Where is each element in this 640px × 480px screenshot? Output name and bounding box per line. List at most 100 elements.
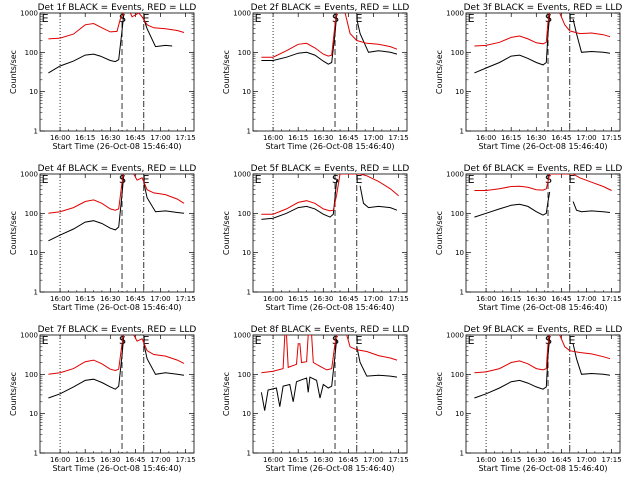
x-tick-label: 16:30	[100, 134, 120, 142]
x-tick-label: 16:00	[50, 295, 70, 303]
y-tick-label: 100	[25, 49, 38, 57]
y-tick-label: 1000	[233, 10, 251, 18]
detector-panel-6: Det 6f BLACK = Events, RED = LLD 1 10 100 10…	[435, 164, 622, 312]
marker-label: E	[568, 334, 575, 347]
x-tick-label: 17:15	[176, 295, 196, 303]
panel-title: Det 6f BLACK = Events, RED = LLD	[464, 164, 623, 174]
x-tick-label: 16:00	[263, 134, 283, 142]
panel-title: Det 5f BLACK = Events, RED = LLD	[251, 164, 410, 174]
detector-panel-4: Det 4f BLACK = Events, RED = LLD 1 10 100 10…	[9, 164, 196, 312]
x-tick-label: 17:15	[176, 456, 196, 464]
x-tick-label: 16:00	[50, 456, 70, 464]
panel-title: Det 2f BLACK = Events, RED = LLD	[251, 3, 410, 13]
series-group	[48, 174, 185, 242]
x-tick-label: 16:45	[551, 295, 571, 303]
y-axis-label: Counts/sec	[9, 211, 18, 255]
x-tick-label: 16:15	[75, 134, 95, 142]
lld-series-line	[474, 335, 551, 374]
panel-title: Det 7f BLACK = Events, RED = LLD	[38, 325, 197, 335]
y-tick-label: 1000	[446, 171, 464, 179]
x-tick-label: 16:30	[313, 456, 333, 464]
x-tick-label: 17:00	[363, 456, 383, 464]
x-tick-label: 16:00	[476, 295, 496, 303]
detector-panel-1: Det 1f BLACK = Events, RED = LLD 1 10 100 10…	[9, 3, 196, 151]
x-tick-label: 16:30	[313, 295, 333, 303]
lld-series-line	[48, 335, 125, 375]
x-tick-label: 16:30	[100, 295, 120, 303]
x-tick-label: 16:00	[50, 134, 70, 142]
y-tick-label: 10	[242, 249, 251, 257]
detector-panel-7: Det 7f BLACK = Events, RED = LLD 1 10 100 10…	[9, 325, 196, 473]
events-series-line	[143, 182, 185, 214]
panel-title: Det 1f BLACK = Events, RED = LLD	[38, 3, 197, 13]
plot-frame	[252, 334, 408, 454]
detector-panel-3: Det 3f BLACK = Events, RED = LLD 1 10 100 10…	[435, 3, 622, 151]
series-group	[261, 13, 398, 65]
series-group	[48, 335, 185, 399]
lld-series-line	[48, 174, 125, 214]
x-tick-label: 17:15	[389, 456, 409, 464]
x-tick-label: 16:00	[476, 456, 496, 464]
y-axis-label: Counts/sec	[435, 50, 444, 94]
x-tick-label: 16:15	[288, 134, 308, 142]
y-tick-label: 100	[238, 210, 251, 218]
y-tick-label: 10	[455, 249, 464, 257]
events-series-line	[48, 336, 125, 399]
x-tick-label: 17:00	[150, 295, 170, 303]
lld-series-line	[346, 335, 398, 361]
x-tick-label: 17:00	[576, 134, 596, 142]
lld-series-line	[133, 174, 185, 204]
events-series-line	[356, 346, 398, 378]
x-tick-label: 16:30	[526, 134, 546, 142]
events-series-line	[474, 14, 551, 74]
marker-label: S	[119, 12, 126, 25]
detector-panel-9: Det 9f BLACK = Events, RED = LLD 1 10 100 10…	[435, 325, 622, 473]
marker-label: E	[355, 173, 362, 186]
x-tick-label: 17:15	[602, 134, 622, 142]
panel-title: Det 4f BLACK = Events, RED = LLD	[38, 164, 197, 174]
y-tick-label: 10	[455, 410, 464, 418]
y-tick-label: 1	[460, 289, 464, 297]
y-tick-label: 100	[238, 49, 251, 57]
events-series-line	[474, 336, 551, 399]
lld-series-line	[129, 13, 185, 33]
marker-label: E	[142, 334, 149, 347]
y-tick-label: 10	[29, 249, 38, 257]
y-tick-label: 1	[34, 450, 38, 458]
lld-series-line	[48, 13, 125, 40]
marker-label: E	[142, 12, 149, 25]
marker-label: E	[142, 173, 149, 186]
x-tick-label: 16:15	[501, 134, 521, 142]
x-axis-label: Start Time (26-Oct-08 15:46:40)	[265, 464, 394, 473]
y-tick-label: 10	[455, 88, 464, 96]
x-tick-label: 17:15	[602, 295, 622, 303]
x-tick-label: 17:00	[576, 456, 596, 464]
x-tick-label: 16:45	[551, 456, 571, 464]
y-tick-label: 1	[247, 450, 251, 458]
marker-label: S	[332, 173, 339, 186]
x-tick-label: 16:00	[263, 456, 283, 464]
x-tick-label: 16:45	[338, 295, 358, 303]
x-tick-label: 16:15	[501, 456, 521, 464]
plot-frame	[39, 334, 195, 454]
marker-label: E	[468, 12, 475, 25]
events-series-line	[572, 343, 611, 376]
x-axis-label: Start Time (26-Oct-08 15:46:40)	[478, 142, 607, 151]
y-tick-label: 1	[460, 450, 464, 458]
y-tick-label: 100	[451, 49, 464, 57]
marker-label: E	[568, 12, 575, 25]
events-series-line	[356, 18, 398, 55]
events-series-line	[359, 185, 398, 211]
series-group	[474, 335, 611, 399]
x-tick-label: 16:45	[125, 456, 145, 464]
lld-series-line	[261, 13, 338, 58]
detector-panel-2: Det 2f BLACK = Events, RED = LLD 1 10 100 10…	[222, 3, 409, 151]
x-tick-label: 17:00	[150, 456, 170, 464]
x-tick-label: 17:15	[602, 456, 622, 464]
series-group	[474, 13, 611, 74]
plot-frame	[252, 12, 408, 132]
series-group	[48, 13, 185, 74]
y-tick-label: 1000	[446, 332, 464, 340]
y-tick-label: 10	[242, 88, 251, 96]
